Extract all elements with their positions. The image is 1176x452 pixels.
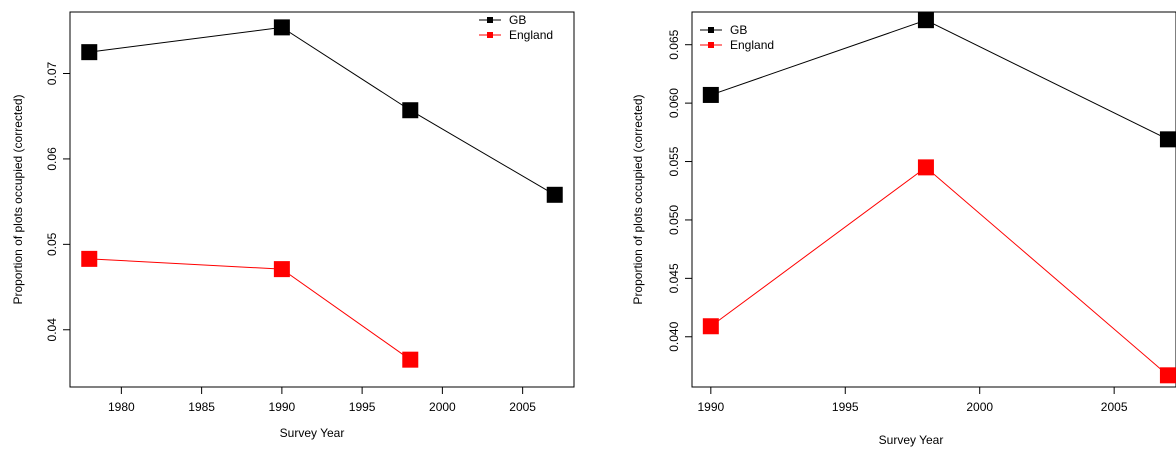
x-tick-label: 1995 bbox=[349, 400, 376, 414]
y-tick-label: 0.045 bbox=[667, 263, 681, 293]
x-tick-label: 2005 bbox=[509, 400, 536, 414]
plot-frame bbox=[691, 11, 1176, 388]
legend-marker-england bbox=[487, 32, 493, 38]
y-tick-label: 0.05 bbox=[45, 232, 59, 256]
series-line-gb bbox=[710, 19, 1169, 140]
series-line-england bbox=[710, 166, 1169, 376]
data-point-gb bbox=[402, 102, 419, 119]
y-tick-label: 0.07 bbox=[45, 62, 59, 86]
legend-label-england: England bbox=[730, 38, 774, 52]
x-tick-label: 1990 bbox=[269, 400, 296, 414]
legend-marker-england bbox=[708, 42, 714, 48]
y-tick-label: 0.06 bbox=[45, 147, 59, 171]
plot-frame bbox=[69, 11, 575, 388]
data-point-gb bbox=[917, 12, 934, 29]
data-point-england bbox=[81, 250, 98, 267]
x-tick-label: 2000 bbox=[966, 400, 993, 414]
x-tick-label: 1980 bbox=[108, 400, 135, 414]
x-axis-title: Survey Year bbox=[879, 433, 944, 447]
x-tick-label: 1985 bbox=[188, 400, 215, 414]
y-tick-label: 0.050 bbox=[667, 205, 681, 235]
data-point-england bbox=[702, 318, 719, 335]
y-tick-label: 0.055 bbox=[667, 146, 681, 176]
data-point-gb bbox=[702, 86, 719, 103]
y-tick-label: 0.065 bbox=[667, 29, 681, 59]
y-tick-label: 0.04 bbox=[45, 318, 59, 342]
x-tick-label: 2000 bbox=[429, 400, 456, 414]
y-axis-title: Proportion of plots occupied (corrected) bbox=[631, 94, 645, 304]
data-point-gb bbox=[546, 186, 563, 203]
y-axis-title: Proportion of plots occupied (corrected) bbox=[11, 94, 25, 304]
data-point-england bbox=[273, 261, 290, 278]
legend-label-gb: GB bbox=[509, 13, 526, 27]
x-tick-label: 1995 bbox=[832, 400, 859, 414]
x-tick-label: 2005 bbox=[1101, 400, 1128, 414]
legend-label-england: England bbox=[509, 28, 553, 42]
series-line-gb bbox=[89, 26, 555, 196]
legend-marker-gb bbox=[487, 17, 493, 23]
x-axis-title: Survey Year bbox=[280, 426, 345, 440]
data-point-england bbox=[1159, 367, 1176, 384]
data-point-england bbox=[402, 351, 419, 368]
data-point-gb bbox=[1159, 131, 1176, 148]
legend-label-gb: GB bbox=[730, 23, 747, 37]
x-tick-label: 1990 bbox=[697, 400, 724, 414]
legend-marker-gb bbox=[708, 27, 714, 33]
y-tick-label: 0.060 bbox=[667, 88, 681, 118]
data-point-england bbox=[917, 159, 934, 176]
series-line-england bbox=[89, 258, 411, 361]
chart-panel-2: 1990 1995 2000 2005 0.040 0.045 0.050 0.055 0.06… bbox=[631, 11, 1176, 447]
chart-panel-1: 1980 1985 1990 1995 2000 2005 0.04 0.05 0.06 0.07… bbox=[11, 11, 575, 440]
data-point-gb bbox=[81, 44, 98, 61]
data-point-gb bbox=[273, 19, 290, 36]
y-tick-label: 0.040 bbox=[667, 321, 681, 351]
